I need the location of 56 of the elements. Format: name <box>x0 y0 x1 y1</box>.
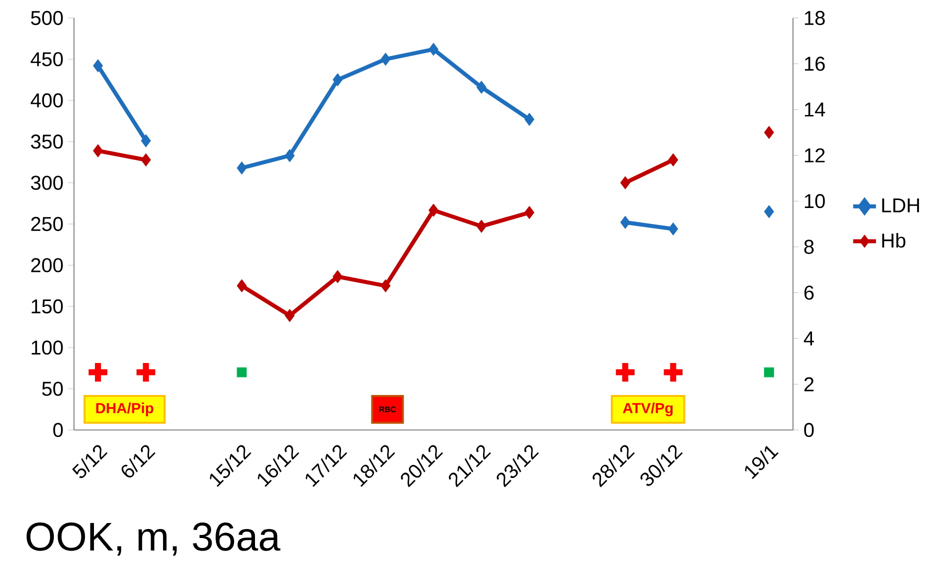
y-tick-label: 500 <box>31 10 63 26</box>
y2-tick-label: 18 <box>804 10 825 26</box>
point <box>380 52 390 66</box>
point <box>476 220 486 233</box>
x-tick-label: 5/12 <box>72 445 108 478</box>
point <box>141 154 151 166</box>
point <box>524 112 534 126</box>
point <box>380 279 390 292</box>
annotation: DHA/Pip <box>96 402 154 416</box>
point <box>428 42 438 56</box>
y-tick-label: 350 <box>30 134 63 149</box>
annotation: RBC <box>379 406 396 412</box>
y-tick-label: 50 <box>42 382 63 396</box>
y-tick-label: 300 <box>30 176 63 190</box>
point <box>524 206 534 219</box>
point <box>620 176 630 190</box>
legend-label: LDH <box>882 198 919 212</box>
point <box>236 367 247 378</box>
point <box>620 216 630 229</box>
y-tick-label: 200 <box>31 258 63 272</box>
y-tick-label: 100 <box>32 340 63 355</box>
y-tick-label: 0 <box>53 422 63 438</box>
y-tick-label: 150 <box>32 299 63 314</box>
y2-tick-label: 16 <box>804 56 825 71</box>
legend-label: Hb <box>882 232 906 248</box>
point <box>284 309 295 322</box>
point <box>428 204 438 217</box>
y2-tick-label: 6 <box>804 286 814 300</box>
point <box>764 367 774 378</box>
x-tick-label: 6/12 <box>122 445 156 478</box>
point <box>668 222 678 236</box>
point <box>668 154 678 166</box>
y2-tick-label: 4 <box>804 332 814 346</box>
y-tick-label: 250 <box>31 216 63 232</box>
point <box>236 162 247 174</box>
point <box>93 144 103 158</box>
y2-tick-label: 8 <box>804 240 814 254</box>
y2-tick-label: 12 <box>804 148 825 162</box>
annotation: ATV/Pg <box>622 402 673 416</box>
y-tick-label: 400 <box>30 93 63 108</box>
y2-tick-label: 0 <box>804 422 814 438</box>
y-tick-label: 450 <box>30 52 63 66</box>
y2-tick-label: 10 <box>804 194 825 208</box>
x-tick-label: 19/1 <box>744 446 779 480</box>
point <box>284 149 295 162</box>
point <box>332 270 343 284</box>
y2-tick-label: 14 <box>804 102 826 116</box>
point <box>236 279 247 292</box>
point <box>332 73 343 86</box>
y2-tick-label: 2 <box>804 377 814 392</box>
point <box>764 205 774 218</box>
point <box>476 80 486 94</box>
point <box>141 134 151 148</box>
point <box>93 59 103 72</box>
point <box>764 126 774 139</box>
text: OOK, m, 36aa <box>26 522 280 556</box>
